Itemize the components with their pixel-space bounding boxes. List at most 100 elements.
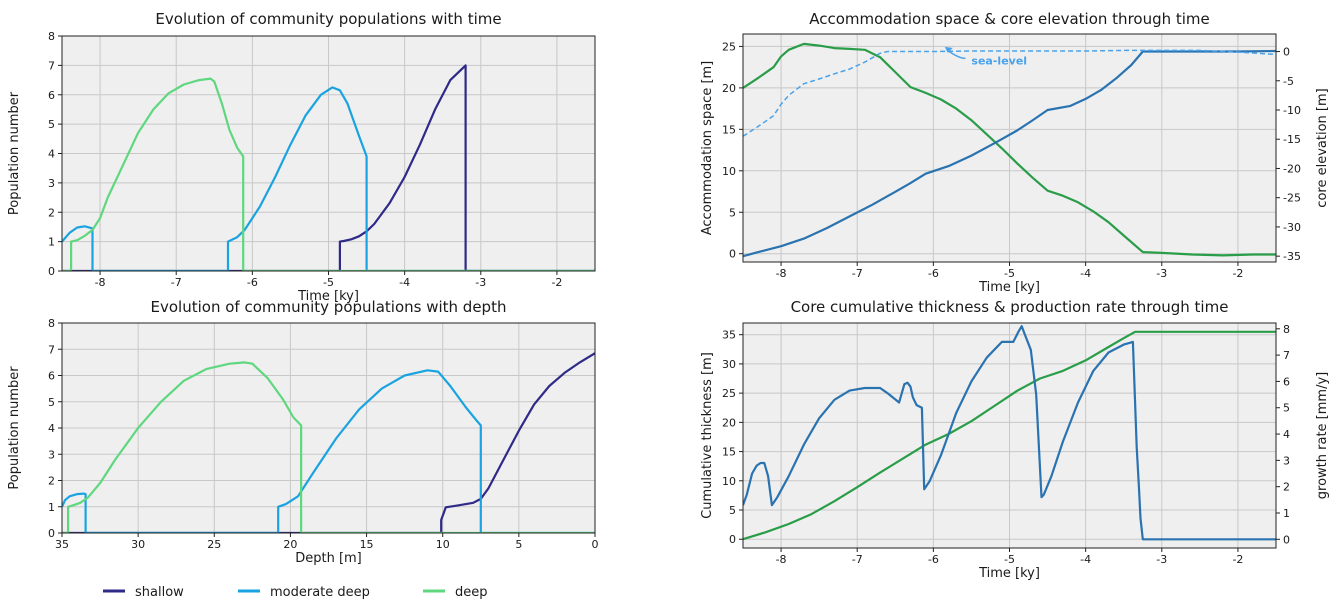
y-tick-label: 10 xyxy=(722,165,736,178)
x-axis-label: Time [ky] xyxy=(978,566,1040,581)
y-tick-label-right: 8 xyxy=(1283,323,1290,336)
y-tick-label-right: -25 xyxy=(1283,192,1301,205)
y-tick-label-right: -20 xyxy=(1283,162,1301,175)
legend-item-moderate-deep: moderate deep xyxy=(238,585,370,600)
series-group xyxy=(62,64,595,271)
x-tick-label: 5 xyxy=(515,538,522,551)
y-tick-label-right: -15 xyxy=(1283,133,1301,146)
y-tick-label: 5 xyxy=(48,396,55,409)
legend: shallow moderate deep deep xyxy=(103,585,488,600)
annotation-sea-level: sea-level xyxy=(944,46,1027,67)
y-axis-label-right: growth rate [mm/y] xyxy=(1315,372,1330,499)
y-axis-left: 0 1 2 3 4 5 6 7 8 xyxy=(48,317,62,540)
series-line-shallow xyxy=(62,352,595,533)
legend-label-deep: deep xyxy=(455,585,488,600)
y-axis-left: 0 5 10 15 20 25 xyxy=(722,40,743,261)
x-axis: -8 -7 -6 -5 -4 -3 -2 xyxy=(95,271,562,289)
y-tick-label: 4 xyxy=(48,422,55,435)
chart-thickness-growth: -8 -7 -6 -5 -4 -3 -2 0 5 10 15 20 25 30 35 0 1 2 3 4 5 6 7 8 Cor… xyxy=(700,298,1330,581)
y-tick-label: 0 xyxy=(48,265,55,278)
x-tick-label: -8 xyxy=(776,267,787,280)
y-axis-label: Population number xyxy=(7,366,22,490)
y-tick-label: 3 xyxy=(48,448,55,461)
y-axis-left: 0 1 2 3 4 5 6 7 8 xyxy=(48,30,62,278)
series-line-right-axis xyxy=(743,49,1276,258)
grid xyxy=(743,34,1276,262)
y-tick-label-right: 5 xyxy=(1283,402,1290,415)
y-tick-label: 5 xyxy=(729,504,736,517)
series-line-left-axis xyxy=(743,330,1276,541)
x-axis: 35 30 25 20 15 10 5 0 xyxy=(55,533,599,551)
x-tick-label: -7 xyxy=(171,276,182,289)
x-tick-label: -4 xyxy=(1080,553,1091,566)
y-tick-label: 2 xyxy=(48,475,55,488)
chart-title: Evolution of community populations with … xyxy=(151,298,507,316)
x-tick-label: -2 xyxy=(1232,553,1243,566)
x-tick-label: -8 xyxy=(776,553,787,566)
y-tick-label: 0 xyxy=(48,527,55,540)
y-axis-label-right: core elevation [m] xyxy=(1315,88,1330,207)
y-tick-label: 6 xyxy=(48,370,55,383)
y-axis-left: 0 5 10 15 20 25 30 35 xyxy=(722,329,743,546)
series-line-deep xyxy=(62,361,595,533)
x-tick-label: -4 xyxy=(399,276,410,289)
y-axis-label: Cumulative thickness [m] xyxy=(700,352,715,519)
y-tick-label-right: 0 xyxy=(1283,533,1290,546)
y-tick-label: 5 xyxy=(729,206,736,219)
y-tick-label: 25 xyxy=(722,387,736,400)
chart-title: Core cumulative thickness & production r… xyxy=(791,298,1229,316)
y-tick-label: 6 xyxy=(48,89,55,102)
y-tick-label: 10 xyxy=(722,475,736,488)
y-tick-label: 20 xyxy=(722,82,736,95)
series-line-right-axis xyxy=(743,325,1276,541)
x-tick-label: -3 xyxy=(475,276,486,289)
chart-population-time: -8 -7 -6 -5 -4 -3 -2 0 1 2 3 4 5 6 7 8 Evolution of comm… xyxy=(7,10,596,304)
y-tick-label: 1 xyxy=(48,501,55,514)
x-tick-label: -3 xyxy=(1156,267,1167,280)
y-tick-label-right: -10 xyxy=(1283,104,1301,117)
y-tick-label-right: 7 xyxy=(1283,349,1290,362)
y-tick-label: 8 xyxy=(48,317,55,330)
x-axis-label: Time [ky] xyxy=(978,280,1040,295)
y-tick-label: 7 xyxy=(48,59,55,72)
x-tick-label: -6 xyxy=(247,276,258,289)
legend-label-shallow: shallow xyxy=(135,585,184,600)
x-tick-label: 15 xyxy=(360,538,374,551)
y-tick-label: 30 xyxy=(722,358,736,371)
annotation-arrowhead xyxy=(944,46,953,53)
y-tick-label-right: 0 xyxy=(1283,46,1290,59)
x-tick-label: 35 xyxy=(55,538,69,551)
y-tick-label: 7 xyxy=(48,343,55,356)
y-tick-label: 0 xyxy=(729,533,736,546)
chart-population-depth: 35 30 25 20 15 10 5 0 0 1 2 3 4 5 6 7 8 Evolution of comm… xyxy=(7,298,599,566)
y-axis-label: Population number xyxy=(7,91,22,215)
x-tick-label: 10 xyxy=(436,538,450,551)
x-tick-label: -3 xyxy=(1156,553,1167,566)
y-tick-label: 1 xyxy=(48,236,55,249)
y-axis-right: 0 1 2 3 4 5 6 7 8 xyxy=(1276,323,1290,546)
y-tick-label: 3 xyxy=(48,177,55,190)
series-line-shallow xyxy=(62,64,595,271)
y-tick-label: 8 xyxy=(48,30,55,43)
series-line-moderate-deep xyxy=(62,369,595,533)
x-axis-label: Depth [m] xyxy=(295,551,362,566)
y-tick-label-right: 1 xyxy=(1283,507,1290,520)
x-tick-label: 25 xyxy=(207,538,221,551)
x-tick-label: -7 xyxy=(852,267,863,280)
x-tick-label: -2 xyxy=(1232,267,1243,280)
x-tick-label: -5 xyxy=(1004,553,1015,566)
x-tick-label: -5 xyxy=(1004,267,1015,280)
x-tick-label: -8 xyxy=(95,276,106,289)
y-tick-label: 15 xyxy=(722,446,736,459)
y-tick-label: 2 xyxy=(48,206,55,219)
x-tick-label: 30 xyxy=(131,538,145,551)
y-axis-label: Accommodation space [m] xyxy=(700,61,715,236)
y-tick-label-right: 4 xyxy=(1283,428,1290,441)
series-group xyxy=(743,325,1276,541)
x-tick-label: -5 xyxy=(323,276,334,289)
y-tick-label-right: -5 xyxy=(1283,75,1294,88)
x-axis: -8 -7 -6 -5 -4 -3 -2 xyxy=(776,548,1243,566)
series-line-deep xyxy=(62,77,595,271)
